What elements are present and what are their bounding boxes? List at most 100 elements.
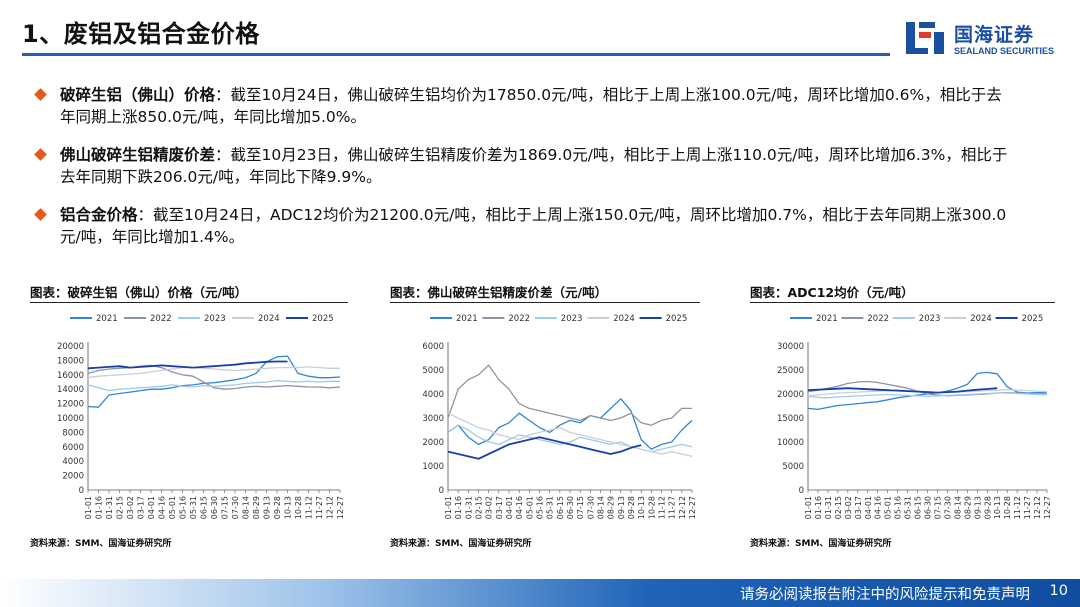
x-tick-label: 07-30 [586, 496, 595, 519]
x-tick-label: 07-15 [221, 496, 230, 519]
x-tick-label: 06-30 [924, 496, 933, 519]
x-tick-label: 12-12 [326, 496, 335, 519]
chart-card-adc12-price: 图表：ADC12均价（元/吨） 2021 2022 2023 2024 2025 0 500… [750, 282, 1055, 552]
chart-card-scrap-spread: 图表：佛山破碎生铝精废价差（元/吨） 2021 2022 2023 2024 2025 0… [390, 282, 700, 552]
series-line-2021 [87, 355, 341, 408]
y-tick-label: 14000 [57, 385, 84, 395]
x-tick-label: 09-28 [273, 496, 282, 519]
legend-label: 2023 [561, 314, 583, 324]
x-tick-label: 09-13 [263, 496, 272, 519]
series-line-2025 [87, 360, 288, 370]
x-tick-label: 11-12 [1013, 496, 1022, 519]
x-tick-label: 11-27 [1023, 496, 1032, 519]
x-tick-label: 05-01 [525, 496, 534, 519]
x-tick-label: 06-30 [566, 496, 575, 519]
legend-label: 2022 [150, 314, 172, 324]
chart-title: 图表：ADC12均价（元/吨） [750, 285, 914, 300]
x-tick-label: 01-31 [464, 496, 473, 519]
chart-legend: 2021 2022 2023 2024 2025 [70, 314, 334, 324]
y-tick-label: 6000 [62, 443, 84, 453]
y-tick-label: 25000 [777, 366, 804, 376]
x-tick-label: 07-15 [576, 496, 585, 519]
chart-legend: 2021 2022 2023 2024 2025 [430, 314, 687, 324]
bullet-scrap-spread: 佛山破碎生铝精废价差：截至10月23日，佛山破碎生铝精废价差为1869.0元/吨… [34, 144, 1014, 188]
y-tick-label: 2000 [422, 438, 444, 448]
chart-title-rule [390, 302, 700, 303]
x-tick-label: 04-16 [515, 496, 524, 519]
x-tick-label: 01-31 [824, 496, 833, 519]
x-tick-label: 05-31 [904, 496, 913, 519]
x-tick-label: 03-02 [126, 496, 135, 519]
bullet-text: ：截至10月24日，ADC12均价为21200.0元/吨，相比于上周上涨150.… [60, 206, 1007, 246]
x-tick-label: 09-13 [973, 496, 982, 519]
x-tick-label: 10-13 [284, 496, 293, 519]
x-tick-label: 01-01 [444, 496, 453, 519]
x-tick-label: 08-14 [242, 496, 251, 519]
x-tick-label: 02-15 [475, 496, 484, 519]
y-tick-label: 15000 [777, 414, 804, 424]
x-tick-label: 05-16 [179, 496, 188, 519]
title-underline [22, 53, 890, 56]
series-line-2021 [447, 398, 693, 450]
y-tick-label: 20000 [777, 390, 804, 400]
y-tick-label: 6000 [422, 342, 444, 352]
bullet-alloy-price: 铝合金价格：截至10月24日，ADC12均价为21200.0元/吨，相比于上周上… [34, 204, 1014, 248]
x-tick-label: 08-14 [953, 496, 962, 519]
series-line-2024 [87, 366, 340, 379]
y-tick-label: 0 [799, 486, 804, 496]
series-line-2025 [807, 387, 998, 394]
bullet-diamond-icon [34, 208, 47, 221]
y-tick-label: 16000 [57, 371, 84, 381]
bullet-diamond-icon [34, 88, 47, 101]
logo-english-name: SEALAND SECURITIES [954, 46, 1055, 56]
y-tick-label: 18000 [57, 356, 84, 366]
x-tick-label: 09-28 [627, 496, 636, 519]
page-title: 1、废铝及铝合金价格 [22, 20, 260, 48]
x-tick-label: 05-01 [168, 496, 177, 519]
x-tick-label: 01-16 [95, 496, 104, 519]
x-tick-label: 06-15 [556, 496, 565, 519]
bullet-text: ：截至10月23日，佛山破碎生铝精废价差为1869.0元/吨，相比于上周上涨11… [60, 146, 1008, 186]
legend-label: 2025 [1022, 314, 1044, 324]
company-logo: 国海证券 SEALAND SECURITIES [904, 18, 1064, 62]
chart-scrap-spread: 2021 2022 2023 2024 2025 0 1000 2000 3000 4000 500… [422, 314, 697, 519]
x-tick-label: 04-01 [147, 496, 156, 519]
x-tick-label: 11-12 [305, 496, 314, 519]
x-tick-label: 04-01 [505, 496, 514, 519]
x-tick-label: 01-16 [814, 496, 823, 519]
y-tick-label: 0 [79, 486, 84, 496]
x-tick-label: 10-28 [647, 496, 656, 519]
x-tick-label: 02-15 [116, 496, 125, 519]
x-tick-label: 10-28 [1003, 496, 1012, 519]
series-line-2023 [87, 379, 340, 392]
chart-adc12-price: 2021 2022 2023 2024 2025 0 5000 10000 15000 20000… [777, 314, 1052, 519]
footer-bar: 请务必阅读报告附注中的风险提示和免责声明 10 [0, 579, 1080, 607]
y-tick-label: 30000 [777, 342, 804, 352]
x-tick-label: 05-31 [546, 496, 555, 519]
logo-mark-icon [906, 22, 944, 54]
legend-label: 2023 [204, 314, 226, 324]
chart-scrap-price: 2021 2022 2023 2024 2025 0 2000 4000 6000 8000 100… [57, 314, 345, 519]
legend-label: 2023 [919, 314, 941, 324]
x-tick-label: 06-30 [210, 496, 219, 519]
x-tick-label: 05-31 [189, 496, 198, 519]
x-tick-label: 12-27 [336, 496, 345, 519]
x-tick-label: 04-01 [864, 496, 873, 519]
series-line-2025 [447, 436, 642, 460]
legend-label: 2021 [456, 314, 478, 324]
legend-label: 2024 [970, 314, 992, 324]
x-tick-label: 10-13 [993, 496, 1002, 519]
series-line-2024 [447, 412, 693, 458]
x-tick-label: 01-16 [454, 496, 463, 519]
x-tick-label: 03-17 [854, 496, 863, 519]
x-tick-label: 12-12 [678, 496, 687, 519]
y-tick-label: 12000 [57, 400, 84, 410]
chart-source: 资料来源：SMM、国海证券研究所 [750, 539, 892, 549]
x-tick-label: 04-16 [158, 496, 167, 519]
x-tick-label: 01-01 [84, 496, 93, 519]
chart-title-rule [750, 302, 1055, 303]
bullet-label: 破碎生铝（佛山）价格 [60, 86, 216, 104]
x-tick-label: 09-13 [617, 496, 626, 519]
legend-label: 2022 [508, 314, 530, 324]
legend-label: 2025 [312, 314, 334, 324]
